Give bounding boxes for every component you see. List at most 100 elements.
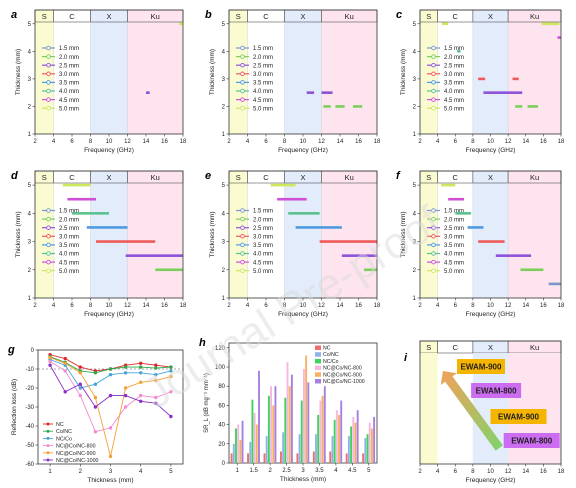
data-point <box>123 393 128 398</box>
x-tick-label: 18 <box>558 139 565 145</box>
y-tick-label: 2 <box>413 104 417 110</box>
legend-label: 4.5 mm <box>444 260 464 266</box>
band-bg-ku <box>127 10 183 134</box>
data-point <box>78 393 82 398</box>
band-label: X <box>488 12 493 21</box>
bar <box>362 453 365 463</box>
panel-label: a <box>11 9 17 21</box>
panel-label: i <box>404 352 408 364</box>
y-tick-label: 2 <box>222 268 226 274</box>
panel-label: d <box>11 170 18 182</box>
legend-label: NC@Co/NC-800 <box>56 444 96 450</box>
ewam-label: EWAM-800 <box>511 437 552 446</box>
x-tick-label: 12 <box>124 139 131 145</box>
legend-marker <box>431 225 436 230</box>
legend-marker <box>431 208 436 213</box>
legend-label: NC/Co <box>56 436 72 442</box>
x-tick-label: 16 <box>540 139 547 145</box>
x-tick-label: 16 <box>540 469 547 475</box>
y-tick-label: 4 <box>222 49 226 55</box>
data-point <box>63 361 67 365</box>
data-point <box>169 414 173 419</box>
data-point <box>139 393 143 398</box>
data-point <box>93 382 98 386</box>
bar <box>323 386 326 463</box>
legend-swatch <box>315 365 321 371</box>
x-tick-label: 2 <box>227 303 231 309</box>
data-point <box>154 378 158 383</box>
bar <box>237 424 240 463</box>
bandwidth-bar <box>441 183 456 187</box>
legend-label: 3.5 mm <box>59 243 79 249</box>
bandwidth-bar <box>67 197 97 201</box>
bandwidth-bar <box>455 212 472 215</box>
band-label: C <box>453 173 459 182</box>
x-tick-label: 14 <box>143 303 150 309</box>
legend-marker <box>240 62 245 68</box>
x-axis-label: Frequency (GHz) <box>278 311 328 318</box>
y-tick-label: 1 <box>28 132 32 138</box>
x-tick-label: 8 <box>471 469 475 475</box>
data-point <box>48 363 52 367</box>
legend-marker <box>46 216 51 222</box>
y-axis-label: Thickness (mm) <box>209 211 216 257</box>
x-tick-label: 4 <box>436 139 440 145</box>
y-tick-label: 1 <box>222 296 226 302</box>
bar <box>370 428 373 463</box>
x-tick-label: 10 <box>487 139 494 145</box>
x-tick-label: 3 <box>301 468 305 474</box>
band-label: S <box>426 12 431 21</box>
x-tick-label: 2.5 <box>282 468 291 474</box>
y-axis-label: Thickness (mm) <box>15 211 22 257</box>
x-tick-label: 4 <box>436 303 440 309</box>
x-tick-label: 2 <box>79 469 83 475</box>
band-bg-x <box>284 10 322 134</box>
y-tick-label: 80 <box>218 384 225 390</box>
legend-label: 4.0 mm <box>253 89 273 95</box>
legend-label: 2.0 mm <box>59 217 79 223</box>
x-tick-label: 12 <box>124 303 131 309</box>
x-axis-label: Frequency (GHz) <box>466 311 516 318</box>
legend-marker <box>240 208 245 213</box>
x-tick-label: 2 <box>268 468 272 474</box>
panel-label: f <box>396 170 401 182</box>
bar <box>288 386 291 463</box>
legend-marker <box>240 216 245 222</box>
panel-h: 1 1.5 2 2.5 3 3.5 4 4.5 5 0 20 40 60 80 100 120 Thicknes… <box>199 337 378 483</box>
x-tick-label: 10 <box>300 139 307 145</box>
bandwidth-bar <box>483 91 523 94</box>
legend-marker <box>431 88 436 94</box>
x-tick-label: 6 <box>454 469 458 475</box>
x-tick-label: 3 <box>109 469 113 475</box>
band-label: X <box>106 12 111 21</box>
y-tick-label: 3 <box>222 240 226 246</box>
band-bg-s <box>420 171 438 298</box>
band-label: X <box>300 12 305 21</box>
bandwidth-bar <box>448 197 465 201</box>
legend-label: 3.0 mm <box>253 72 273 78</box>
legend-marker <box>431 54 436 59</box>
band-label: S <box>42 173 47 182</box>
y-tick-label: 3 <box>222 77 226 83</box>
legend-marker <box>431 62 436 68</box>
legend-marker <box>46 62 51 68</box>
bar <box>331 436 334 463</box>
y-tick-label: 4 <box>28 49 32 55</box>
x-tick-label: 18 <box>374 139 381 145</box>
band-label: X <box>106 173 111 182</box>
band-label: C <box>69 12 75 21</box>
panel-i: S C X Ku EWAM-900 EWAM-800 EWAM-900 EWAM-800 2 4 6… <box>404 340 565 484</box>
ewam-label: EWAM-900 <box>498 413 539 422</box>
x-tick-label: 6 <box>264 139 268 145</box>
bar <box>249 441 252 463</box>
panel-label: b <box>205 9 212 21</box>
bandwidth-bar <box>62 183 91 187</box>
panel-g: 1 2 3 4 5 0 -10 -20 -30 -40 -50 -60 Thickness (mm) Re… <box>7 344 184 484</box>
x-tick-label: 8 <box>283 303 287 309</box>
legend-label: 4.0 mm <box>59 89 79 95</box>
data-point <box>78 371 82 375</box>
bar <box>267 395 270 463</box>
band-bg-x <box>472 171 509 298</box>
legend-label: 4.5 mm <box>59 260 79 266</box>
y-tick-label: 40 <box>218 423 225 429</box>
